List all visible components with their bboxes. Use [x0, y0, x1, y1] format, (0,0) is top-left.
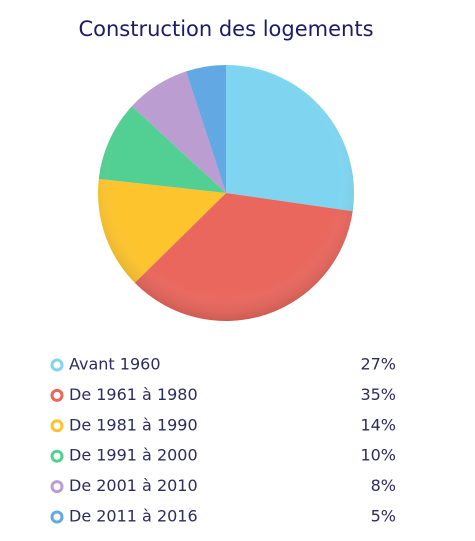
value-label: 8% — [371, 476, 396, 495]
value-label: 14% — [360, 415, 396, 434]
value-label: 10% — [360, 446, 396, 465]
value-label: 5% — [371, 507, 396, 526]
legend-label: Avant 1960 — [69, 355, 161, 374]
legend-marker — [50, 480, 64, 494]
legend-label: De 2001 à 2010 — [69, 476, 198, 495]
value-label: 35% — [360, 385, 396, 404]
legend-marker — [50, 358, 64, 372]
legend-marker — [50, 510, 64, 524]
chart-title: Construction des logements — [78, 17, 373, 41]
legend-label: De 1991 à 2000 — [69, 446, 198, 465]
legend: Avant 1960 27% De 1961 à 1980 35% De 1981 à … — [50, 355, 396, 526]
pie-slice — [226, 65, 355, 212]
legend-label: De 1981 à 1990 — [69, 415, 198, 434]
legend-marker — [50, 388, 64, 402]
legend-marker — [50, 449, 64, 463]
legend-label: De 1961 à 1980 — [69, 385, 198, 404]
pie — [97, 65, 355, 321]
value-label: 27% — [360, 355, 396, 374]
legend-label: De 2011 à 2016 — [69, 507, 198, 526]
legend-marker — [50, 419, 64, 433]
